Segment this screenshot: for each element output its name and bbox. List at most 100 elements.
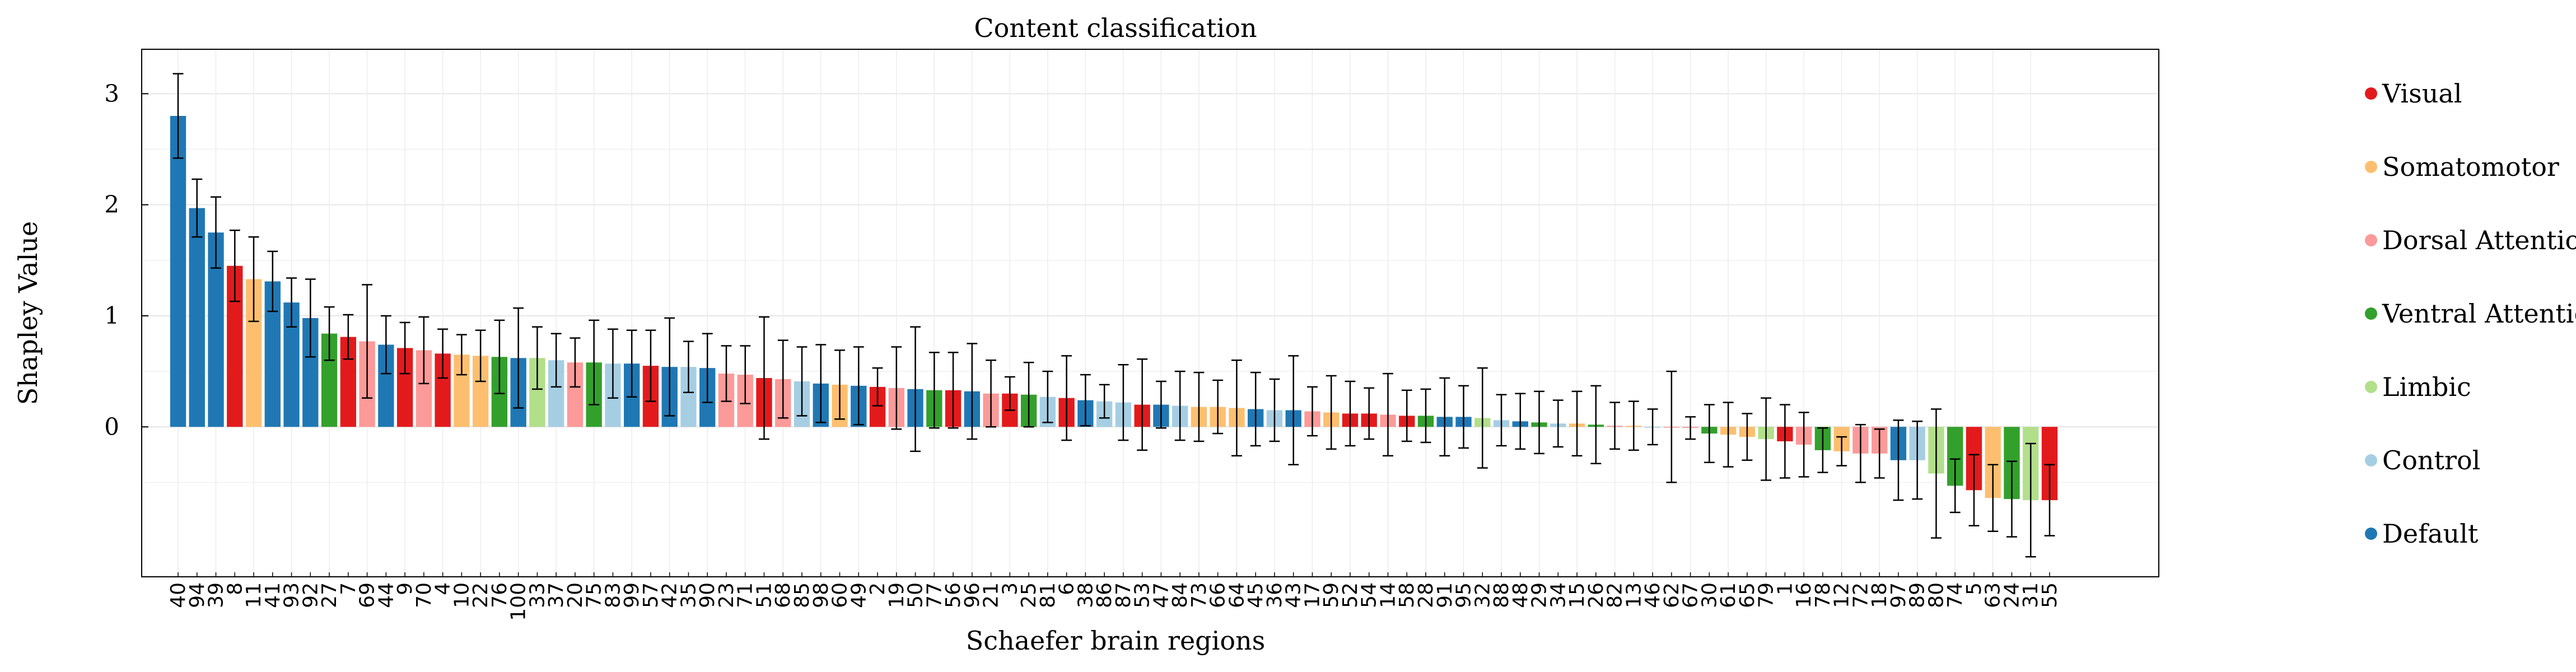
error-bar-78	[1817, 427, 1828, 473]
x-tick-label: 34	[1547, 582, 1570, 608]
x-tick-label: 24	[2000, 582, 2023, 608]
error-bar-44	[380, 315, 391, 375]
x-tick-label: 42	[659, 582, 682, 608]
error-bar-14	[1383, 372, 1393, 457]
error-bar-90	[702, 333, 713, 403]
x-tick-label: 10	[450, 582, 473, 608]
x-tick-label: 74	[1944, 582, 1967, 608]
error-bar-37	[550, 333, 562, 388]
error-bar-88	[1496, 394, 1507, 447]
error-bar-60	[834, 349, 845, 420]
y-tick-label: 0	[104, 413, 119, 440]
legend-swatch	[2365, 454, 2377, 466]
y-tick-label: 3	[104, 80, 119, 107]
error-bar-91	[1439, 377, 1450, 457]
x-tick-label: 1	[1774, 582, 1796, 595]
x-tick-label: 84	[1169, 582, 1192, 608]
x-tick-label: 69	[356, 582, 379, 608]
x-tick-label: 13	[1622, 582, 1645, 608]
error-bar-15	[1571, 390, 1583, 457]
error-bar-48	[1515, 393, 1526, 450]
error-bar-29	[1534, 390, 1544, 455]
x-tick-label: 44	[375, 582, 398, 608]
x-tick-label: 6	[1056, 582, 1079, 595]
x-axis-ticks: 4094398114193922776944970410227610033372…	[167, 572, 2061, 621]
x-tick-label: 81	[1037, 582, 1060, 608]
error-bar-73	[1193, 371, 1205, 442]
x-tick-label: 30	[1698, 582, 1721, 608]
error-bar-17	[1307, 386, 1318, 437]
x-tick-label: 17	[1301, 582, 1324, 608]
y-axis-label: Shapley Value	[13, 221, 43, 405]
error-bar-22	[475, 329, 486, 382]
error-bar-7	[343, 314, 354, 360]
x-tick-label: 15	[1566, 582, 1589, 608]
error-bar-92	[305, 278, 316, 358]
x-tick-label: 64	[1225, 582, 1248, 608]
error-bar-16	[1798, 412, 1809, 478]
error-bar-45	[1250, 371, 1261, 447]
x-tick-label: 73	[1188, 582, 1211, 608]
x-tick-label: 90	[696, 582, 719, 608]
x-tick-label: 41	[262, 582, 284, 608]
error-bar-8	[229, 230, 240, 302]
x-axis-label: Schaefer brain regions	[966, 626, 1266, 656]
error-bar-38	[1080, 374, 1091, 427]
legend-swatch	[2365, 234, 2377, 246]
x-tick-label: 27	[318, 582, 341, 608]
x-tick-label: 8	[223, 582, 246, 595]
error-bar-100	[513, 307, 524, 409]
error-bar-83	[607, 328, 618, 399]
error-bar-30	[1704, 404, 1715, 463]
error-bar-76	[494, 319, 505, 395]
x-tick-label: 70	[413, 582, 436, 608]
x-tick-label: 18	[1868, 582, 1891, 608]
error-bar-3	[1004, 376, 1015, 411]
legend-label: Ventral Attention	[2382, 298, 2576, 329]
x-tick-label: 67	[1679, 582, 1702, 608]
error-bar-34	[1552, 399, 1564, 448]
x-tick-label: 78	[1812, 582, 1835, 608]
legend-item: Limbic	[2365, 372, 2471, 402]
error-bar-43	[1288, 355, 1299, 465]
x-tick-label: 62	[1660, 582, 1683, 608]
x-tick-label: 51	[753, 582, 776, 608]
error-bar-2	[872, 367, 883, 407]
error-bar-56	[948, 352, 959, 429]
error-bar-89	[1912, 421, 1923, 500]
legend-item: Visual	[2365, 78, 2462, 109]
x-tick-label: 26	[1585, 582, 1608, 608]
x-tick-label: 61	[1717, 582, 1740, 608]
error-bar-6	[1061, 355, 1072, 441]
error-bar-4	[437, 328, 449, 379]
x-tick-label: 45	[1244, 582, 1267, 608]
error-bar-46	[1647, 408, 1658, 446]
error-bar-52	[1345, 380, 1356, 447]
error-bar-9	[399, 321, 410, 375]
x-tick-label: 95	[1453, 582, 1476, 608]
error-bar-36	[1269, 378, 1280, 442]
x-tick-label: 86	[1093, 582, 1116, 608]
bar-40	[170, 115, 186, 427]
error-bar-66	[1212, 379, 1224, 435]
x-tick-label: 58	[1396, 582, 1418, 608]
x-tick-label: 82	[1604, 582, 1627, 608]
error-bar-33	[531, 326, 543, 390]
legend-item: Ventral Attention	[2365, 298, 2576, 329]
x-tick-label: 60	[829, 582, 852, 608]
legend-swatch	[2365, 381, 2377, 393]
error-bar-20	[570, 337, 581, 388]
error-bar-25	[1023, 362, 1034, 428]
error-bar-71	[740, 345, 751, 404]
error-bar-58	[1401, 389, 1412, 442]
x-tick-label: 29	[1528, 582, 1551, 608]
error-bar-82	[1609, 402, 1621, 450]
error-bar-49	[853, 346, 864, 426]
error-bar-85	[796, 346, 808, 417]
error-bar-72	[1855, 424, 1866, 483]
x-tick-label: 92	[299, 582, 322, 608]
legend-label: Visual	[2382, 78, 2462, 109]
y-tick-label: 1	[104, 302, 119, 329]
bar-94	[189, 208, 205, 427]
